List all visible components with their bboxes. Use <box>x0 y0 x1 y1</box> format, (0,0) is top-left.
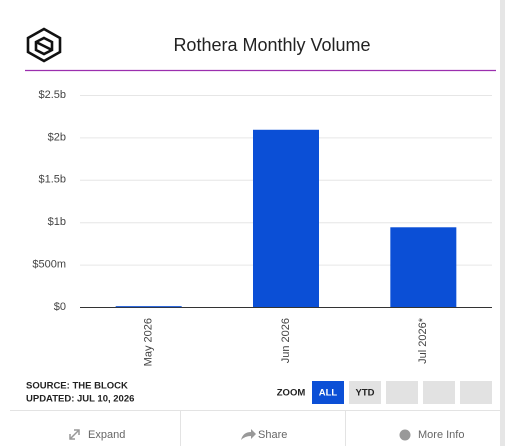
info-icon[interactable] <box>399 429 411 441</box>
expand-button[interactable]: Expand <box>88 429 125 441</box>
zoom-button[interactable] <box>349 381 381 404</box>
zoom-button-label[interactable]: YTD <box>356 388 375 399</box>
info-button[interactable]: More Info <box>418 429 464 441</box>
share-button[interactable]: Share <box>258 429 287 441</box>
bar <box>253 129 319 307</box>
chart-title: Rothera Monthly Volume <box>173 35 370 55</box>
zoom-button[interactable] <box>460 381 492 404</box>
updated: UPDATED: JUL 10, 2026 <box>26 394 134 405</box>
y-tick-label: $1.5b <box>38 174 66 186</box>
zoom-button[interactable] <box>423 381 455 404</box>
zoom-button[interactable] <box>386 381 418 404</box>
logo <box>26 27 62 63</box>
zoom-label: ZOOM <box>277 388 306 399</box>
y-tick-label: $0 <box>54 301 66 313</box>
bar <box>115 306 182 308</box>
x-tick-label: Jul 2026* <box>417 317 429 364</box>
share-icon[interactable] <box>241 429 256 440</box>
y-tick-label: $2b <box>48 131 66 143</box>
source: SOURCE: THE BLOCK <box>26 381 128 392</box>
y-tick-label: $1b <box>48 216 66 228</box>
y-tick-label: $2.5b <box>38 89 66 101</box>
x-tick-label: Jun 2026 <box>280 318 292 363</box>
zoom-button-label[interactable]: ALL <box>319 388 338 399</box>
bar <box>390 227 457 307</box>
zoom-button[interactable] <box>312 381 344 404</box>
y-tick-label: $500m <box>32 259 66 271</box>
expand-icon[interactable] <box>69 429 80 440</box>
edge <box>500 0 505 446</box>
x-tick-label: May 2026 <box>143 318 155 366</box>
